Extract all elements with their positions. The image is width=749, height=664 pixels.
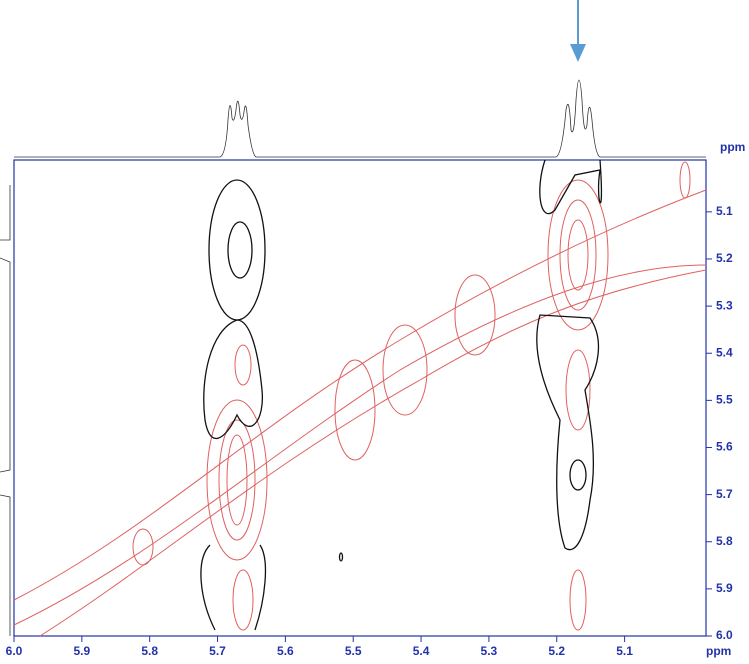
y-tick-label: 5.2 — [716, 251, 733, 265]
x-tick-label: 5.7 — [209, 644, 226, 658]
y-tick-label: 5.3 — [716, 298, 733, 312]
y-tick-label: 5.7 — [716, 487, 733, 501]
plot-frame — [13, 159, 707, 637]
x-tick-label: 5.3 — [481, 644, 498, 658]
y-tick-label: 5.4 — [716, 345, 733, 359]
x-axis-label: ppm — [706, 644, 731, 658]
y-tick-label: 5.5 — [716, 393, 733, 407]
contours — [13, 159, 707, 637]
x-tick-label: 5.4 — [413, 644, 430, 658]
y-tick-label: 5.6 — [716, 440, 733, 454]
y-axis-label: ppm — [720, 140, 745, 154]
x-tick-label: 5.1 — [616, 644, 633, 658]
projection-trace — [14, 79, 706, 158]
y-tick-label: 5.1 — [716, 204, 733, 218]
x-tick-label: 5.2 — [548, 644, 565, 658]
x-tick-label: 5.9 — [73, 644, 90, 658]
x-tick-label: 5.8 — [141, 644, 158, 658]
projection-trace — [0, 185, 11, 636]
y-tick-label: 5.9 — [716, 581, 733, 595]
x-tick-label: 5.6 — [277, 644, 294, 658]
x-tick-label: 5.5 — [345, 644, 362, 658]
y-tick-label: 6.0 — [716, 628, 733, 642]
x-tick-label: 6.0 — [6, 644, 23, 658]
arrow — [570, 0, 586, 62]
y-tick-label: 5.8 — [716, 534, 733, 548]
